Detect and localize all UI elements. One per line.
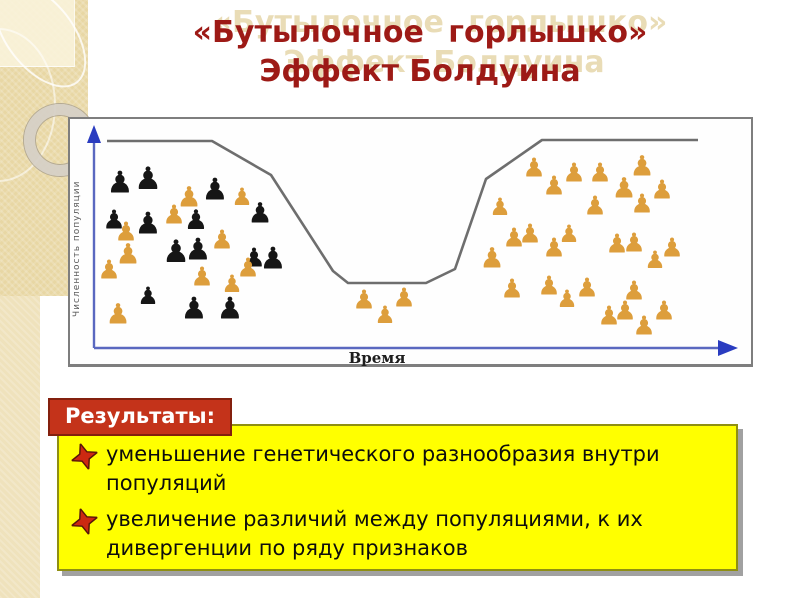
pawn-black: ♟ (259, 241, 287, 277)
pawn-orange: ♟ (500, 274, 524, 305)
pawn-black: ♟ (247, 196, 273, 230)
pawn-orange: ♟ (558, 219, 580, 248)
pawn-black: ♟ (137, 281, 159, 310)
item-text-line: увеличение различий между популяциями, к… (106, 507, 643, 531)
title-line-2: Эффект Болдуина (259, 54, 581, 89)
bottleneck-diagram: ♟ ♟ ♟ ♟ ♟ ♟ ♟ ♟ ♟ ♟ ♟ ♟ ♟ ♟ ♟ ♟ ♟ ♟ ♟ ♟ ♟ ♟ ♟ ♟ ♟ ♟ ♟ ♟ ♟ ♟ ♟ ♟ ♟ ♟ ♟ ♟ ♟ ♟ ♟ ♟… (68, 117, 753, 367)
pawn-orange: ♟ (489, 192, 511, 221)
y-axis-label: Численность популяции (72, 180, 82, 318)
pawn-orange: ♟ (652, 296, 676, 327)
pawn-orange: ♟ (605, 229, 629, 260)
pawn-orange: ♟ (660, 233, 684, 264)
pawn-layer: ♟ ♟ ♟ ♟ ♟ ♟ ♟ ♟ ♟ ♟ ♟ ♟ ♟ ♟ ♟ ♟ ♟ ♟ ♟ ♟ ♟ ♟ ♟ ♟ ♟ ♟ ♟ ♟ ♟ ♟ ♟ ♟ ♟ ♟ ♟ ♟ ♟ ♟ ♟ ♟… (70, 119, 751, 364)
x-axis-label: Время (348, 349, 406, 367)
pawn-orange: ♟ (556, 284, 578, 313)
pawn-black: ♟ (242, 243, 266, 274)
pawn-orange: ♟ (162, 200, 186, 231)
item-text-line: дивергенции по ряду признаков (106, 536, 468, 560)
star-bullet-icon (69, 441, 100, 472)
pawn-orange: ♟ (644, 245, 666, 274)
pawn-orange: ♟ (597, 301, 621, 332)
pawn-orange: ♟ (518, 219, 542, 250)
pawn-orange: ♟ (613, 296, 637, 327)
pawn-orange: ♟ (105, 297, 131, 331)
pawn-black: ♟ (216, 291, 244, 327)
pawn-orange: ♟ (542, 233, 566, 264)
diagram-canvas (87, 125, 738, 356)
pawn-orange: ♟ (611, 171, 637, 205)
pawn-orange: ♟ (562, 158, 586, 189)
list-item: уменьшение генетического разнообразия вн… (69, 440, 722, 498)
pawn-orange: ♟ (221, 269, 243, 298)
pawn-orange: ♟ (537, 271, 561, 302)
pawn-black: ♟ (183, 205, 209, 237)
theme-strip-bottom (0, 296, 40, 598)
pawn-orange: ♟ (352, 285, 376, 316)
pawn-orange: ♟ (542, 171, 566, 202)
results-heading: Результаты: (48, 398, 232, 436)
pawn-orange: ♟ (622, 228, 646, 259)
pawn-orange: ♟ (622, 276, 646, 307)
population-curve (107, 138, 698, 285)
pawn-orange: ♟ (583, 191, 607, 222)
pawn-black: ♟ (201, 172, 229, 208)
x-axis-arrow-icon (718, 340, 738, 356)
pawn-orange: ♟ (650, 175, 674, 206)
pawn-orange: ♟ (115, 237, 141, 271)
pawn-orange: ♟ (236, 253, 260, 284)
pawn-black: ♟ (162, 233, 190, 270)
pawn-orange: ♟ (632, 311, 656, 342)
title-line-1: «Бутылочное горлышко» (192, 15, 648, 50)
pawn-orange: ♟ (210, 225, 234, 256)
results-box: уменьшение генетического разнообразия вн… (57, 424, 738, 571)
pawn-orange: ♟ (114, 217, 138, 248)
pawn-orange: ♟ (588, 158, 612, 189)
pawn-orange: ♟ (231, 182, 253, 211)
list-item: увеличение различий между популяциями, к… (69, 505, 722, 563)
pawn-orange: ♟ (630, 189, 654, 220)
pawn-orange: ♟ (522, 153, 546, 184)
pawn-orange: ♟ (190, 262, 214, 293)
pawn-orange: ♟ (176, 180, 202, 214)
star-bullet-icon (69, 506, 100, 537)
pawn-black: ♟ (180, 291, 208, 327)
pawn-orange: ♟ (575, 273, 599, 304)
pawn-black: ♟ (102, 205, 126, 236)
item-text-line: уменьшение генетического разнообразия вн… (106, 442, 660, 466)
pawn-black: ♟ (184, 232, 212, 268)
slide-title: «Бутылочное горлышко» Эффект Болдуина (95, 13, 745, 91)
pawn-orange: ♟ (392, 283, 416, 314)
pawn-orange: ♟ (479, 241, 505, 275)
pawn-orange: ♟ (97, 255, 121, 286)
pawn-orange: ♟ (374, 300, 396, 329)
pawn-black: ♟ (134, 160, 162, 197)
y-axis-arrow-icon (87, 125, 101, 143)
item-text-line: популяций (106, 471, 227, 495)
pawn-black: ♟ (134, 206, 162, 242)
results-list: уменьшение генетического разнообразия вн… (69, 440, 722, 563)
pawn-black: ♟ (106, 165, 134, 201)
pawn-orange: ♟ (502, 223, 526, 254)
pawn-orange: ♟ (629, 149, 655, 183)
